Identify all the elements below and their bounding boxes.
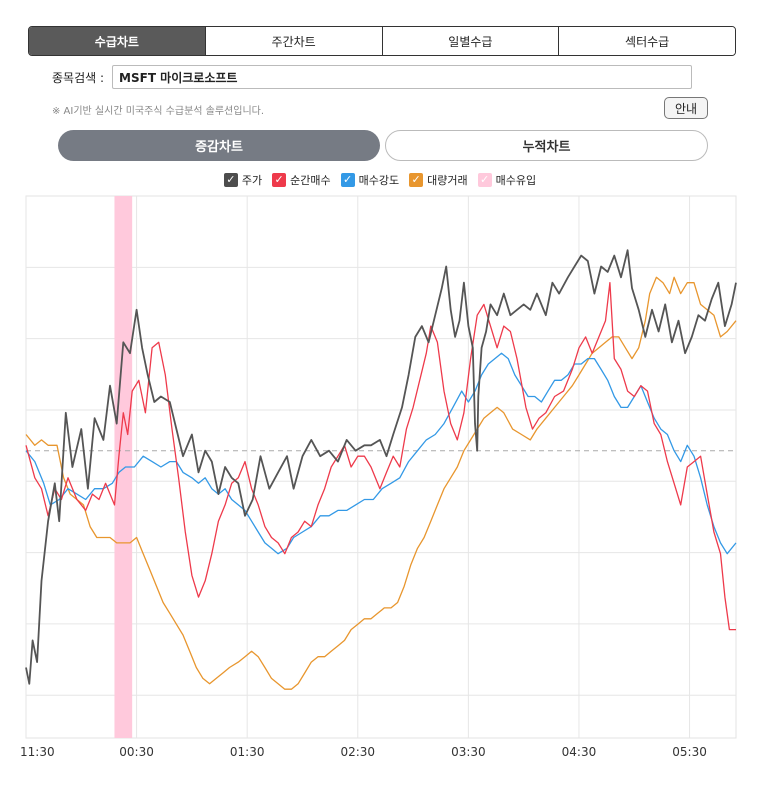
- series-line-2: [25, 352, 737, 555]
- guide-button[interactable]: 안내: [664, 97, 708, 119]
- series-line-1: [25, 282, 736, 631]
- legend-check-icon: ✓: [340, 173, 355, 187]
- tab-weekly-chart[interactable]: 주간차트: [204, 27, 382, 55]
- line-chart: 11:30 00:30 01:30 02:30 03:30 04:30 05:30: [20, 195, 737, 759]
- chart-legend: ✓ 주가 ✓ 순간매수 ✓ 매수강도 ✓ 대량거래 ✓ 매수유입: [0, 172, 760, 188]
- top-tabs: 수급차트 주간차트 일별수급 섹터수급: [28, 26, 736, 56]
- x-tick-label: 01:30: [230, 745, 265, 759]
- buy-inflow-band: [114, 196, 133, 738]
- legend-label: 대량거래: [427, 174, 468, 187]
- legend-label: 주가: [241, 174, 263, 187]
- legend-check-icon: ✓: [223, 173, 238, 187]
- legend-check-icon: ✓: [272, 173, 287, 187]
- legend-item-buy-inflow[interactable]: ✓ 매수유입: [477, 172, 537, 188]
- legend-item-buy-strength[interactable]: ✓ 매수강도: [340, 172, 400, 188]
- tab-sector-supply[interactable]: 섹터수급: [558, 27, 735, 55]
- series-line-0: [25, 249, 737, 685]
- legend-check-icon: ✓: [477, 173, 492, 187]
- x-tick-label: 04:30: [562, 745, 597, 759]
- series-line-3: [25, 276, 737, 690]
- legend-item-price[interactable]: ✓ 주가: [223, 172, 263, 188]
- x-tick-label: 00:30: [119, 745, 154, 759]
- search-input[interactable]: [112, 65, 693, 89]
- plot-area: [25, 195, 737, 739]
- notice-text: ※ AI기반 실시간 미국주식 수급분석 솔루션입니다.: [52, 106, 265, 117]
- search-row: 종목검색 :: [52, 65, 693, 89]
- x-tick-label: 03:30: [451, 745, 486, 759]
- mode-tab-change-chart[interactable]: 증감차트: [58, 130, 380, 161]
- tab-daily-supply[interactable]: 일별수급: [381, 27, 559, 55]
- legend-label: 매수강도: [358, 174, 400, 187]
- legend-label: 순간매수: [290, 174, 331, 187]
- legend-item-instant-buy[interactable]: ✓ 순간매수: [272, 172, 331, 188]
- tab-supply-chart[interactable]: 수급차트: [29, 27, 205, 55]
- x-tick-label: 02:30: [340, 745, 375, 759]
- x-tick-label: 05:30: [672, 745, 707, 759]
- legend-check-icon: ✓: [409, 173, 424, 187]
- legend-label: 매수유입: [495, 174, 537, 187]
- mode-tab-cumulative-chart[interactable]: 누적차트: [385, 130, 708, 161]
- search-label: 종목검색 :: [52, 70, 105, 85]
- x-tick-label: 11:30: [20, 745, 55, 759]
- chart-area: 11:30 00:30 01:30 02:30 03:30 04:30 05:30: [0, 186, 760, 781]
- legend-item-large-volume[interactable]: ✓ 대량거래: [409, 172, 468, 188]
